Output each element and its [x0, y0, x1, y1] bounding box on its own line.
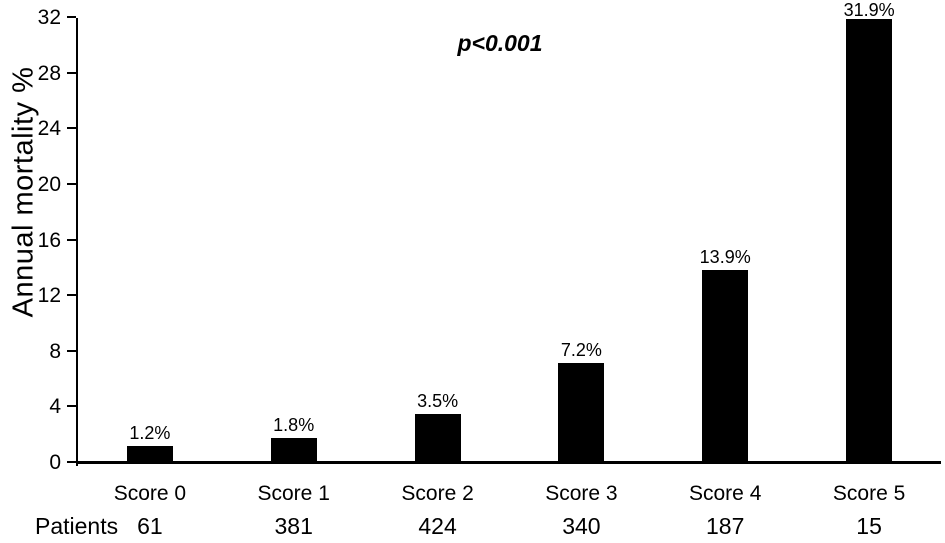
- patient-count-score-2: 424: [418, 513, 457, 539]
- patient-count-score-5: 15: [856, 513, 882, 539]
- y-tick-mark: [67, 182, 76, 185]
- bar-value-label: 13.9%: [699, 246, 751, 267]
- y-tick-label: 12: [37, 284, 61, 308]
- patients-row-label: Patients: [35, 513, 119, 539]
- x-axis-label-score-1: Score 1: [257, 482, 330, 505]
- y-axis-line: [76, 18, 78, 466]
- x-axis-label-score-5: Score 5: [832, 482, 906, 505]
- x-axis-label-score-4: Score 4: [689, 482, 762, 505]
- patient-count-score-1: 381: [274, 513, 313, 539]
- y-tick-label: 20: [37, 172, 61, 196]
- bar-score-5: [846, 19, 893, 463]
- x-axis-label-score-3: Score 3: [545, 482, 618, 505]
- y-tick-label: 28: [37, 61, 61, 85]
- patient-count-score-3: 340: [562, 513, 601, 539]
- p-value-annotation: p<0.001: [457, 30, 543, 56]
- patient-count-score-4: 187: [706, 513, 745, 539]
- y-tick-mark: [67, 238, 76, 241]
- x-axis-line: [76, 461, 941, 464]
- y-tick-mark: [67, 16, 76, 18]
- y-tick-mark: [67, 294, 76, 297]
- x-axis-label-score-0: Score 0: [113, 482, 187, 505]
- bar-value-label: 1.2%: [129, 423, 171, 444]
- y-tick-mark: [67, 349, 76, 352]
- patient-count-score-0: 61: [137, 513, 163, 539]
- bar-value-label: 1.8%: [273, 415, 315, 435]
- y-tick-label: 24: [37, 117, 61, 141]
- y-tick-mark: [67, 405, 76, 408]
- bar-score-4: [702, 269, 749, 463]
- y-tick-label: 4: [49, 395, 61, 419]
- y-tick-mark: [67, 461, 76, 463]
- y-tick-mark: [67, 71, 76, 74]
- bar-value-label: 3.5%: [417, 391, 459, 412]
- y-tick-mark: [67, 127, 76, 130]
- bar-score-3: [558, 362, 605, 463]
- bar-value-label: 31.9%: [843, 0, 895, 20]
- bar-value-label: 7.2%: [560, 339, 602, 360]
- bar-score-0: [126, 446, 173, 463]
- bar-score-2: [414, 414, 461, 463]
- x-axis-label-score-2: Score 2: [401, 482, 474, 505]
- bar-score-1: [270, 438, 317, 463]
- y-tick-label: 32: [37, 6, 61, 29]
- y-tick-label: 0: [49, 451, 61, 474]
- y-tick-label: 16: [37, 228, 61, 252]
- y-tick-label: 8: [49, 339, 61, 363]
